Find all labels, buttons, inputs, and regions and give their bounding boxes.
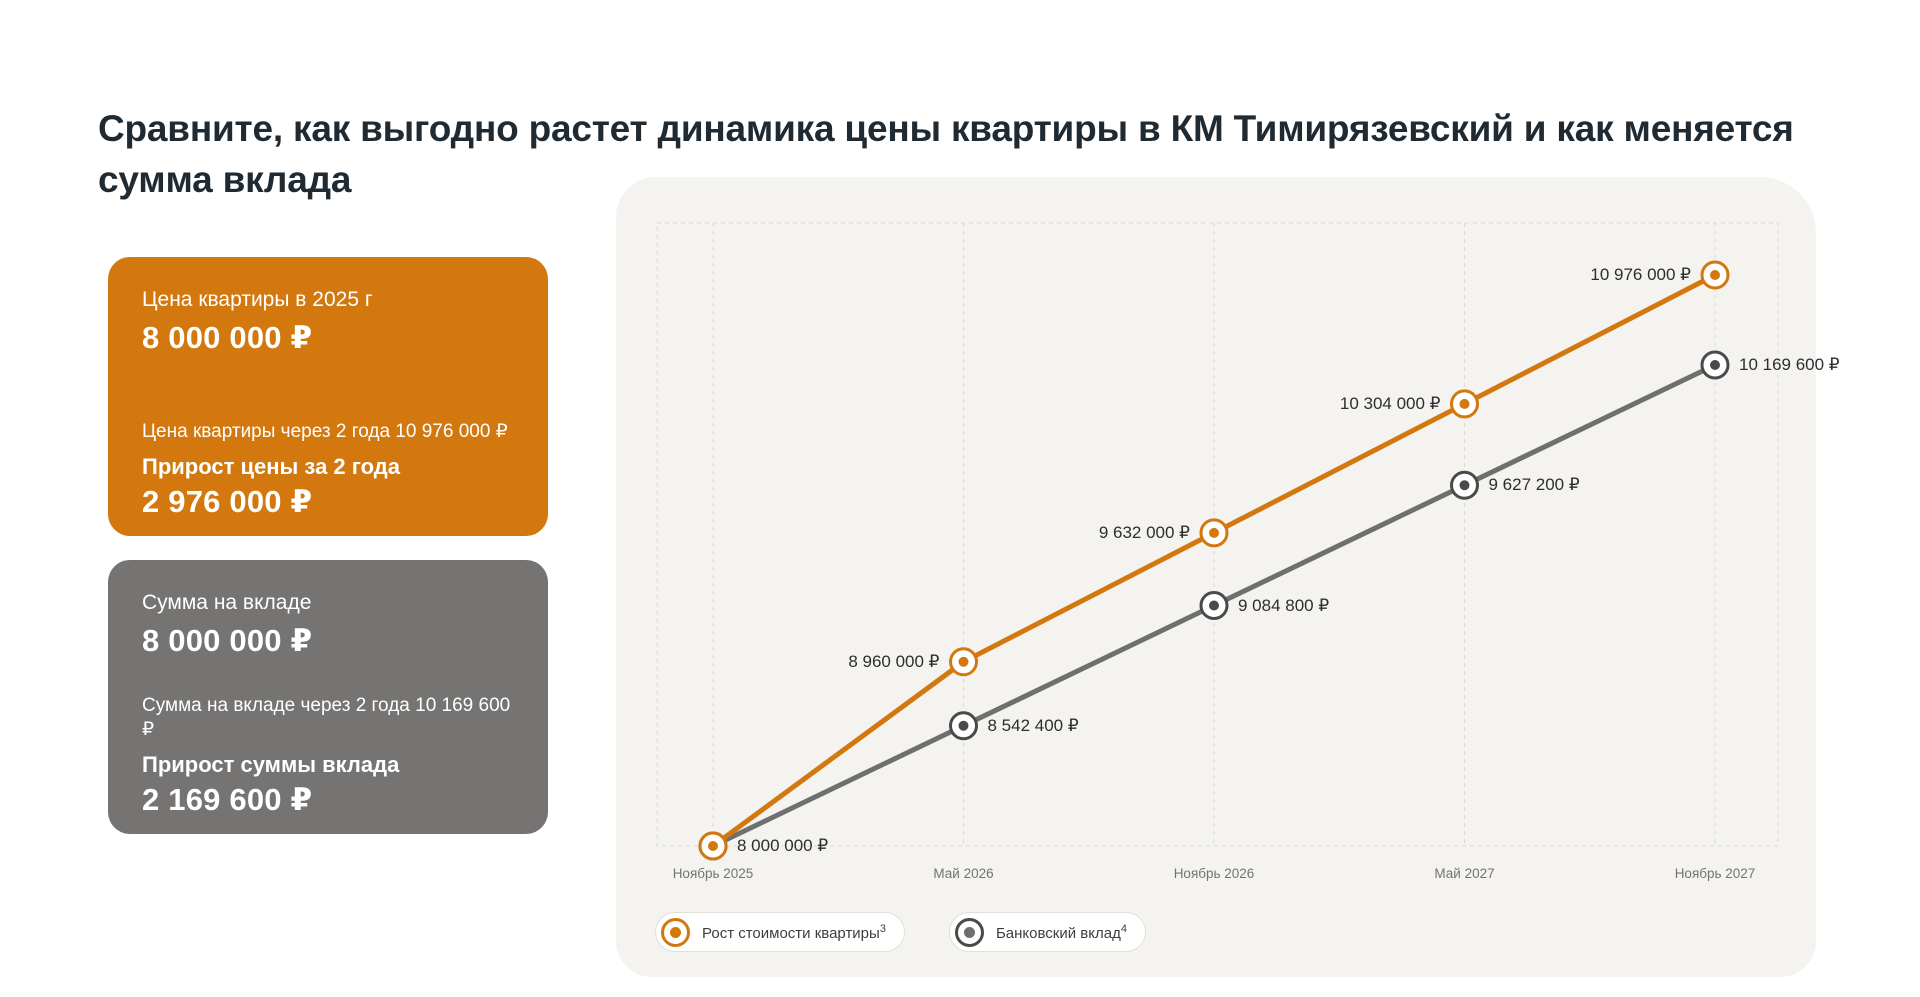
deposit-series-marker-icon — [954, 917, 984, 947]
chart-grid — [656, 222, 1779, 847]
chart-panel: 8 000 000 ₽8 960 000 ₽9 632 000 ₽10 304 … — [616, 177, 1840, 977]
point-marker-dot — [1710, 360, 1720, 370]
point-marker-dot — [1459, 398, 1470, 409]
deposit-now-label: Сумма на вкладе — [142, 591, 312, 614]
page-title: Сравните, как выгодно растет динамика це… — [98, 103, 1878, 205]
apartment-price-future-label: Цена квартиры через 2 года 10 976 000 ₽ — [142, 421, 508, 442]
point-marker-dot — [1710, 270, 1720, 280]
point-marker-dot — [1209, 600, 1219, 611]
chart-legend: Рост стоимости квартиры3 Банковский вкла… — [655, 912, 1146, 952]
deposit-future-label: Сумма на вкладе через 2 года 10 169 600 … — [142, 695, 511, 740]
page-title-line-1: Сравните, как выгодно растет динамика це… — [98, 107, 1794, 149]
chart-svg — [656, 222, 1779, 861]
apartment-price-growth-label: Прирост цены за 2 года — [142, 454, 400, 479]
legend-label-apartment: Рост стоимости квартиры3 — [702, 922, 886, 942]
apartment-price-now-value: 8 000 000 ₽ — [142, 320, 313, 355]
card-spacer — [142, 659, 514, 694]
deposit-growth-label: Прирост суммы вклада — [142, 752, 400, 777]
apartment-series-dot-icon — [670, 926, 681, 938]
point-marker-dot — [1459, 480, 1470, 491]
point-marker-dot — [958, 720, 969, 731]
page-title-line-2: сумма вклада — [98, 158, 352, 200]
card-spacer — [142, 356, 514, 420]
apartment-price-growth-value: 2 976 000 ₽ — [142, 484, 313, 519]
point-marker-dot — [958, 656, 969, 667]
legend-item-deposit[interactable]: Банковский вклад4 — [948, 912, 1146, 952]
apartment-price-now-label: Цена квартиры в 2025 г — [142, 288, 373, 311]
point-marker-dot — [708, 841, 718, 851]
point-marker-dot — [1209, 527, 1219, 538]
deposit-now-value: 8 000 000 ₽ — [142, 623, 313, 658]
deposit-card: Сумма на вкладе 8 000 000 ₽ Сумма на вкл… — [108, 560, 548, 834]
deposit-series-dot-icon — [963, 926, 975, 938]
apartment-price-card: Цена квартиры в 2025 г 8 000 000 ₽ Цена … — [108, 257, 548, 536]
legend-item-apartment[interactable]: Рост стоимости квартиры3 — [655, 912, 905, 952]
legend-label-deposit: Банковский вклад4 — [995, 922, 1127, 942]
apartment-series-marker-icon — [661, 917, 690, 947]
deposit-growth-value: 2 169 600 ₽ — [142, 782, 313, 817]
